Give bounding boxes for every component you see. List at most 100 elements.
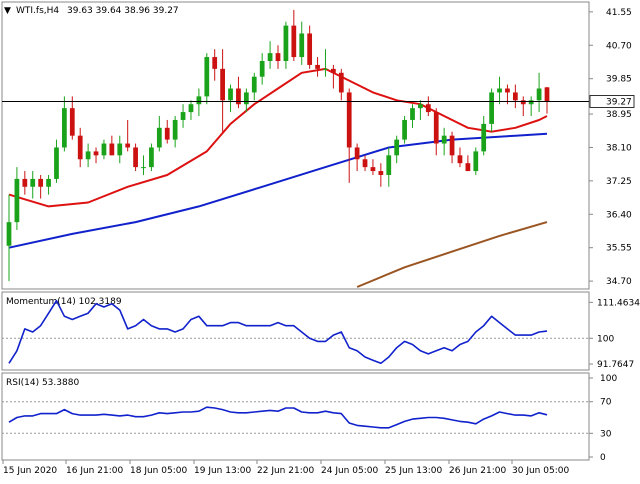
time-tick-label: 30 Jun 05:00 <box>512 466 569 476</box>
rsi-tick-label: 100 <box>600 374 617 384</box>
candle-body <box>338 72 344 93</box>
candle-body <box>481 123 487 152</box>
time-tick-label: 26 Jun 21:00 <box>449 466 506 476</box>
candle-body <box>77 135 83 160</box>
candle-body <box>133 147 138 168</box>
current-price-tag: 39.27 <box>589 95 635 108</box>
candle-body <box>46 178 51 187</box>
candle-body <box>38 178 44 187</box>
candle-body <box>473 151 479 172</box>
candle-body <box>101 143 107 156</box>
candle-body <box>331 68 336 73</box>
candle-body <box>291 25 297 58</box>
candle-body <box>236 88 241 105</box>
candle-body <box>323 68 328 70</box>
candle-body <box>180 112 186 120</box>
candle-body <box>457 155 463 164</box>
candle-body <box>204 57 210 97</box>
rsi-line <box>8 406 548 429</box>
candle-body <box>370 167 376 172</box>
momentum-plot <box>2 299 589 365</box>
candle-body <box>156 127 162 148</box>
candle-body <box>22 178 28 187</box>
rsi-plot <box>2 401 589 434</box>
candle-body <box>212 57 218 69</box>
candle-body <box>441 135 447 144</box>
current-price-tag-bg <box>589 95 635 108</box>
rsi-tick-label: 0 <box>600 453 606 463</box>
rsi-axis: 100 70 30 0 <box>589 374 617 463</box>
time-axis: 15 Jun 2020 16 Jun 21:00 18 Jun 05:00 19 Ju… <box>2 460 569 476</box>
candle-body <box>362 159 368 168</box>
price-tick-label: 34.70 <box>606 277 632 287</box>
candle-body <box>69 108 75 136</box>
time-tick-label: 15 Jun 2020 <box>3 466 57 476</box>
candle-body <box>299 33 305 58</box>
candle-body <box>497 88 502 93</box>
ohlc-readout: 39.63 39.64 38.96 39.27 <box>67 6 179 16</box>
price-tick-label: 38.95 <box>606 110 632 120</box>
price-panel-frame <box>1 1 590 290</box>
ma-fast-line <box>8 67 548 208</box>
candle-body <box>117 143 123 156</box>
candle-body <box>251 76 257 93</box>
price-tick-label: 37.25 <box>606 177 632 187</box>
candlesticks <box>6 9 550 282</box>
current-price-label: 39.27 <box>606 97 632 107</box>
candle-body <box>141 167 146 169</box>
price-tick-label: 35.55 <box>606 244 632 254</box>
candle-body <box>93 151 99 156</box>
momentum-axis: 111.4634 100 91.7647 <box>589 298 640 370</box>
candle-body <box>433 112 439 144</box>
candle-body <box>346 92 352 148</box>
momentum-tick-label: 91.7647 <box>597 360 634 370</box>
price-tick-label: 41.55 <box>606 8 632 18</box>
collapse-icon[interactable]: ▼ <box>4 6 11 16</box>
candle-body <box>505 88 510 93</box>
candle-body <box>14 178 20 223</box>
candle-body <box>307 33 313 65</box>
rsi-title: RSI(14) 53.3880 <box>6 378 79 388</box>
candle-body <box>544 87 550 102</box>
rsi-tick-label: 30 <box>600 429 612 439</box>
candle-body <box>512 92 518 101</box>
candle-body <box>315 64 320 69</box>
rsi-tick-label: 70 <box>600 398 612 408</box>
ma-slow-line <box>356 221 548 288</box>
candle-body <box>149 147 154 168</box>
candle-body <box>259 60 265 77</box>
candle-body <box>402 119 407 140</box>
momentum-panel[interactable]: Momentum(14) 102.3189 111.4634 100 91.7647 <box>1 291 640 371</box>
momentum-panel-frame <box>1 291 590 371</box>
candle-body <box>536 88 542 101</box>
momentum-tick-label: 100 <box>597 334 614 344</box>
candle-body <box>394 139 400 156</box>
candle-body <box>164 127 170 140</box>
price-tick-label: 39.85 <box>606 75 632 85</box>
momentum-line <box>8 299 548 365</box>
candle-body <box>283 25 289 61</box>
time-tick-label: 19 Jun 13:00 <box>194 466 251 476</box>
candle-body <box>109 143 115 156</box>
time-tick-label: 24 Jun 05:00 <box>321 466 378 476</box>
candle-body <box>125 143 131 148</box>
time-tick-label: 16 Jun 21:00 <box>66 466 123 476</box>
candle-body <box>489 92 494 124</box>
candle-body <box>465 163 471 172</box>
candle-body <box>386 155 392 175</box>
candle-body <box>267 53 273 61</box>
price-tick-label: 38.10 <box>606 143 632 153</box>
momentum-tick-label: 111.4634 <box>597 298 640 308</box>
price-axis: 41.55 40.70 39.85 38.95 38.10 37.25 36.40 35.55… <box>589 8 632 287</box>
symbol-timeframe-label: WTI.fs,H4 <box>16 6 59 16</box>
candle-body <box>275 53 281 61</box>
candle-body <box>449 135 455 156</box>
candle-body <box>228 88 233 101</box>
candle-body <box>425 104 431 113</box>
candle-body <box>6 222 12 246</box>
candle-body <box>418 104 423 109</box>
price-panel[interactable]: 41.55 40.70 39.85 38.95 38.10 37.25 36.40 35.55… <box>1 1 635 290</box>
candle-body <box>354 147 360 160</box>
rsi-panel[interactable]: RSI(14) 53.3880 100 70 30 0 <box>1 372 617 463</box>
